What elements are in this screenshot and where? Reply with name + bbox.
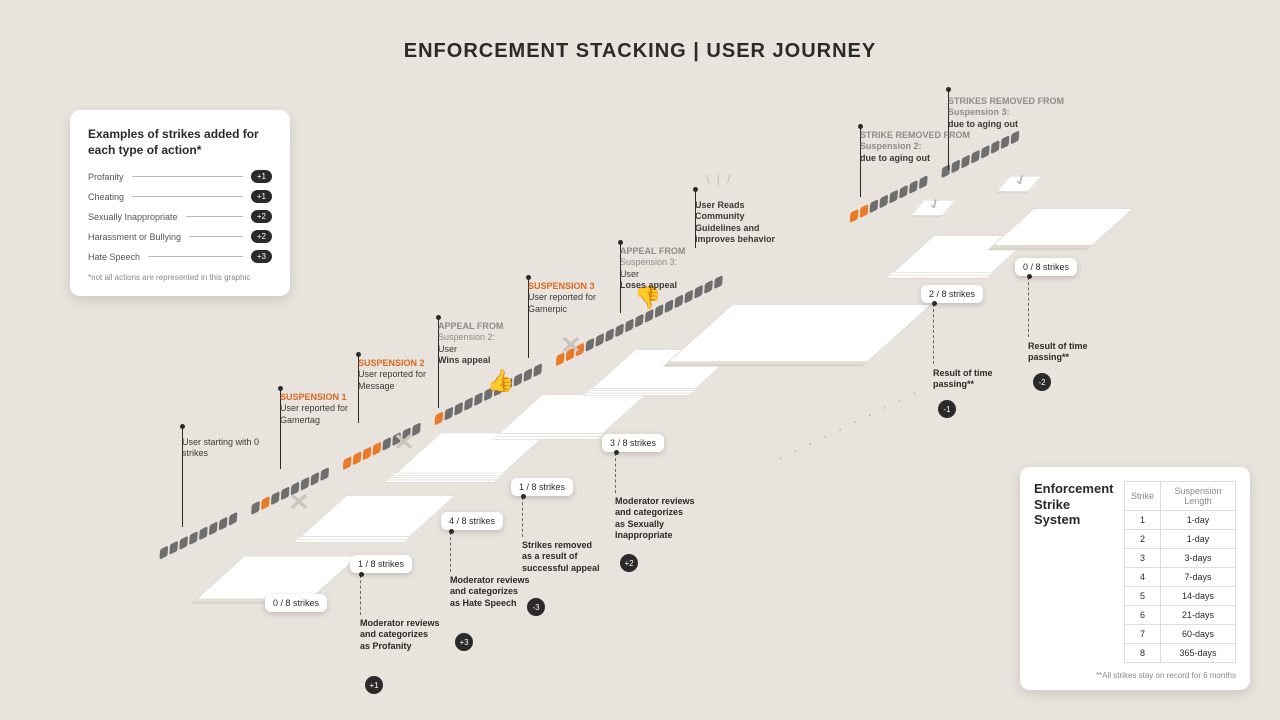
platform-plateau — [668, 304, 932, 362]
x-icon: ✕ — [288, 489, 310, 517]
pin — [615, 453, 616, 493]
strike-row: Harassment or Bullying+2 — [88, 230, 272, 243]
anno-reads: User Reads Community Guidelines and impr… — [695, 200, 785, 245]
strike-table-card: Enforcement Strike System Strike Suspens… — [1020, 467, 1250, 690]
platform-appeal2 — [498, 394, 647, 433]
badge-start: 0 / 8 strikes — [265, 594, 327, 612]
strike-table-col-1: Suspension Length — [1161, 482, 1236, 511]
check-icon — [912, 201, 954, 215]
delta-s1: +1 — [365, 676, 383, 694]
badge-s2: 4 / 8 strikes — [441, 512, 503, 530]
pin — [360, 575, 361, 615]
anno-appeal2: APPEAL FROM Suspension 2: User Wins appe… — [438, 321, 528, 366]
table-row: 760-days — [1125, 625, 1236, 644]
badge-age2: 0 / 8 strikes — [1015, 258, 1077, 276]
strikes-legend-title: Examples of strikes added for each type … — [88, 126, 272, 158]
delta-age2: -2 — [1033, 373, 1051, 391]
anno-age1: STRIKE REMOVED FROM Suspension 2: due to… — [860, 130, 970, 164]
strike-table-col-0: Strike — [1125, 482, 1161, 511]
pin — [933, 304, 934, 364]
dots-divider: · · · · · · · · · · — [774, 382, 923, 465]
anno-s1: SUSPENSION 1 User reported for Gamertag — [280, 392, 375, 426]
pin — [450, 532, 451, 572]
platform-age2 — [992, 208, 1133, 245]
table-row: 33-days — [1125, 549, 1236, 568]
table-row: 8365-days — [1125, 644, 1236, 663]
below-appeal2: Strikes removed as a result of successfu… — [522, 540, 602, 574]
anno-start: User starting with 0 strikes — [182, 437, 262, 460]
badge-age1: 2 / 8 strikes — [921, 285, 983, 303]
table-row: 47-days — [1125, 568, 1236, 587]
thumbs-up-icon: 👍 — [487, 368, 514, 394]
strikes-legend-footnote: *not all actions are represented in this… — [88, 273, 272, 282]
badge-s1: 1 / 8 strikes — [350, 555, 412, 573]
below-s3: Moderator reviews and categorizes as Sex… — [615, 496, 695, 541]
strike-row: Hate Speech+3 — [88, 250, 272, 263]
platform-s2 — [395, 433, 548, 474]
strike-table-title: Enforcement Strike System — [1034, 481, 1114, 663]
pin — [522, 497, 523, 537]
platform-s1 — [300, 495, 456, 537]
platform-start — [196, 556, 359, 600]
badge-appeal2: 1 / 8 strikes — [511, 478, 573, 496]
strike-row: Cheating+1 — [88, 190, 272, 203]
below-s1: Moderator reviews and categorizes as Pro… — [360, 618, 440, 652]
table-row: 621-days — [1125, 606, 1236, 625]
delta-s3: +2 — [620, 554, 638, 572]
anno-appeal3: APPEAL FROM Suspension 3: User Loses app… — [620, 246, 705, 291]
table-row: 514-days — [1125, 587, 1236, 606]
below-age2: Result of time passing** — [1028, 341, 1108, 364]
anno-s3: SUSPENSION 3 User reported for Gamerpic — [528, 281, 623, 315]
strikes-legend-card: Examples of strikes added for each type … — [70, 110, 290, 296]
strike-row: Sexually Inappropriate+2 — [88, 210, 272, 223]
strike-row: Profanity+1 — [88, 170, 272, 183]
pin — [1028, 277, 1029, 337]
delta-appeal2: -3 — [527, 598, 545, 616]
page-title: ENFORCEMENT STACKING | USER JOURNEY — [404, 40, 876, 63]
x-icon: ✕ — [393, 429, 415, 457]
anno-age2: STRIKES REMOVED FROM Suspension 3: due t… — [948, 96, 1068, 130]
delta-age1: -1 — [938, 400, 956, 418]
strike-table: Strike Suspension Length 11-day21-day33-… — [1124, 481, 1236, 663]
x-icon: ✕ — [560, 332, 582, 360]
badge-s3: 3 / 8 strikes — [602, 434, 664, 452]
delta-s2: +3 — [455, 633, 473, 651]
below-s2: Moderator reviews and categorizes as Hat… — [450, 575, 530, 609]
table-row: 11-day — [1125, 511, 1236, 530]
rays-icon: \ | / — [706, 172, 732, 186]
below-age1: Result of time passing** — [933, 368, 1013, 391]
strike-table-footnote: **All strikes stay on record for 6 month… — [1034, 671, 1236, 680]
table-row: 21-day — [1125, 530, 1236, 549]
check-icon — [998, 177, 1040, 191]
